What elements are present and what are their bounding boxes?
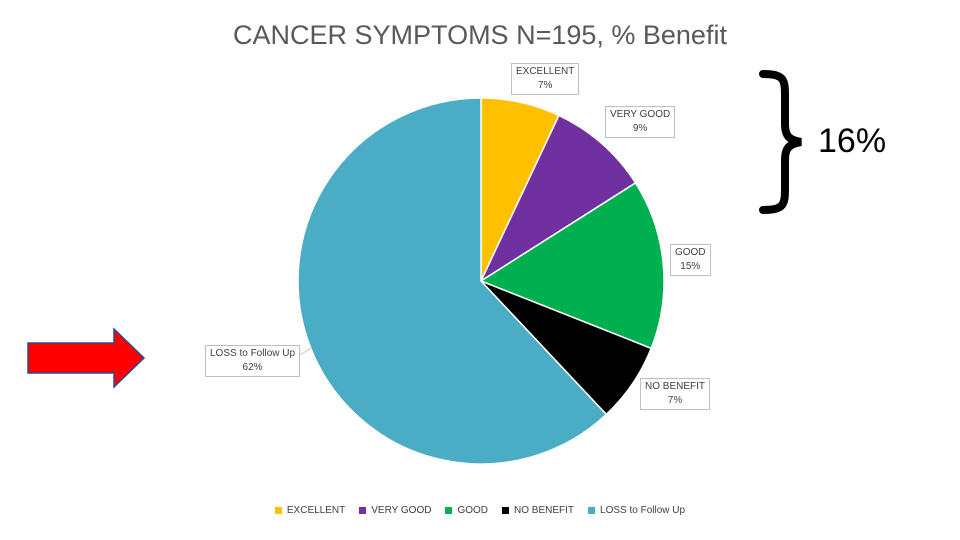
slice-label-good: GOOD 15%: [670, 244, 711, 276]
legend-label: LOSS to Follow Up: [600, 505, 686, 516]
pie-slice-very-good: [479, 114, 637, 284]
legend-item-excellent: EXCELLENT: [274, 505, 346, 516]
slice-label-name: VERY GOOD: [610, 109, 671, 120]
slice-label-value: 15%: [680, 261, 701, 272]
legend-label: EXCELLENT: [286, 505, 346, 516]
legend-label: NO BENEFIT: [514, 505, 575, 516]
legend-swatch: [359, 507, 367, 514]
slice-label-value: 62%: [242, 362, 263, 373]
slice-label-value: 7%: [537, 80, 553, 91]
legend-swatch: [588, 507, 596, 514]
slice-label-name: LOSS to Follow Up: [210, 348, 296, 359]
slice-label-value: 7%: [667, 395, 683, 406]
legend-label: GOOD: [457, 505, 489, 516]
pie-slice-good: [479, 181, 665, 350]
slice-label-excellent: EXCELLENT 7%: [511, 63, 580, 95]
right-curly-brace-icon: [759, 70, 802, 214]
slice-label-no-benefit: NO BENEFIT 7%: [640, 378, 711, 410]
slice-label-name: GOOD: [675, 247, 706, 258]
legend-item-no-benefit: NO BENEFIT: [502, 505, 574, 516]
red-right-arrow-icon: [27, 327, 146, 389]
legend-item-good: GOOD: [445, 505, 488, 516]
legend-label: VERY GOOD: [371, 505, 432, 516]
legend-item-loss-to-follow-up: LOSS to Follow Up: [588, 505, 685, 516]
chart-title: CANCER SYMPTOMS N=195, % Benefit: [233, 20, 727, 50]
brace-annotation-value: 16%: [818, 122, 887, 160]
slice-label-loss-to-follow-up: LOSS to Follow Up 62%: [205, 345, 301, 377]
slice-label-name: NO BENEFIT: [645, 381, 706, 392]
legend: EXCELLENT VERY GOOD GOOD NO BENEFIT LOSS to …: [0, 505, 960, 516]
legend-swatch: [445, 507, 453, 514]
leader-line-loss-to-follow-up: [299, 347, 312, 356]
legend-swatch: [274, 507, 282, 514]
legend-item-very-good: VERY GOOD: [359, 505, 431, 516]
legend-swatch: [502, 507, 510, 514]
slice-label-very-good: VERY GOOD 9%: [605, 106, 676, 138]
slice-label-name: EXCELLENT: [516, 66, 575, 77]
slice-label-value: 9%: [632, 123, 648, 134]
